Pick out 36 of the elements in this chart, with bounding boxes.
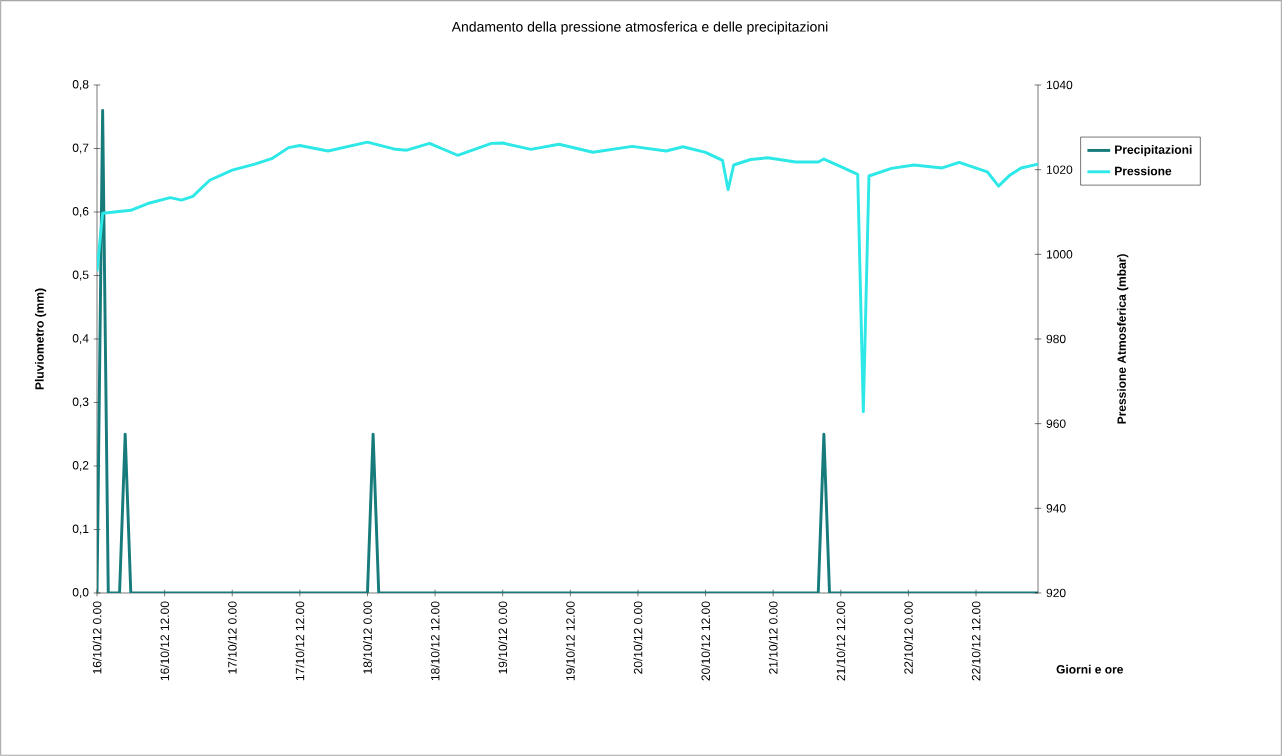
y2-tick-label: 1020 xyxy=(1046,165,1073,174)
legend-label: Pressione xyxy=(1115,166,1172,176)
legend-label: Precipitazioni xyxy=(1115,145,1192,157)
x-tick-label: 18/10/12 12.00 xyxy=(430,601,440,681)
x-tick-label: 22/10/12 0.00 xyxy=(904,601,913,674)
chart-title: Andamento della pressione atmosferica e delle precipitazioni xyxy=(451,21,828,35)
y-tick-label: 0,1 xyxy=(72,524,89,535)
y-axis-title: Pluviometro (mm) xyxy=(34,288,47,390)
x-tick-label: 21/10/12 12.00 xyxy=(836,601,846,681)
x-tick-label: 20/10/12 0.00 xyxy=(633,601,643,674)
x-axis-title: Giorni e ore xyxy=(1056,664,1124,674)
y-tick-label: 0,4 xyxy=(72,334,89,344)
x-tick-label: 17/10/12 12.00 xyxy=(295,601,305,681)
y2-axis-title: Pressione Atmosferica (mbar) xyxy=(1117,254,1129,424)
x-tick-label: 20/10/12 12.00 xyxy=(701,601,710,681)
y2-tick-label: 980 xyxy=(1046,334,1066,344)
y2-tick-label: 960 xyxy=(1046,419,1066,428)
x-tick-label: 19/10/12 0.00 xyxy=(498,601,508,674)
x-tick-label: 21/10/12 0.00 xyxy=(768,601,778,674)
x-tick-label: 19/10/12 12.00 xyxy=(565,601,575,681)
y-tick-label: 0,8 xyxy=(72,80,89,90)
y2-tick-label: 920 xyxy=(1046,588,1066,598)
y2-tick-label: 1000 xyxy=(1046,250,1073,259)
y-tick-label: 0,7 xyxy=(72,143,89,154)
y2-tick-label: 1040 xyxy=(1046,80,1073,90)
x-tick-label: 16/10/12 0.00 xyxy=(92,601,102,674)
x-tick-label: 16/10/12 12.00 xyxy=(160,601,170,681)
y2-tick-label: 940 xyxy=(1046,504,1066,513)
y-tick-label: 0,3 xyxy=(72,397,89,408)
y-tick-label: 0,2 xyxy=(72,461,89,471)
y-tick-label: 0,0 xyxy=(72,588,89,598)
x-tick-label: 18/10/12 0.00 xyxy=(363,601,372,674)
x-tick-label: 17/10/12 0.00 xyxy=(227,601,237,674)
x-tick-label: 22/10/12 12.00 xyxy=(971,601,981,681)
y-tick-label: 0,6 xyxy=(72,207,89,217)
y-tick-label: 0,5 xyxy=(72,270,89,281)
